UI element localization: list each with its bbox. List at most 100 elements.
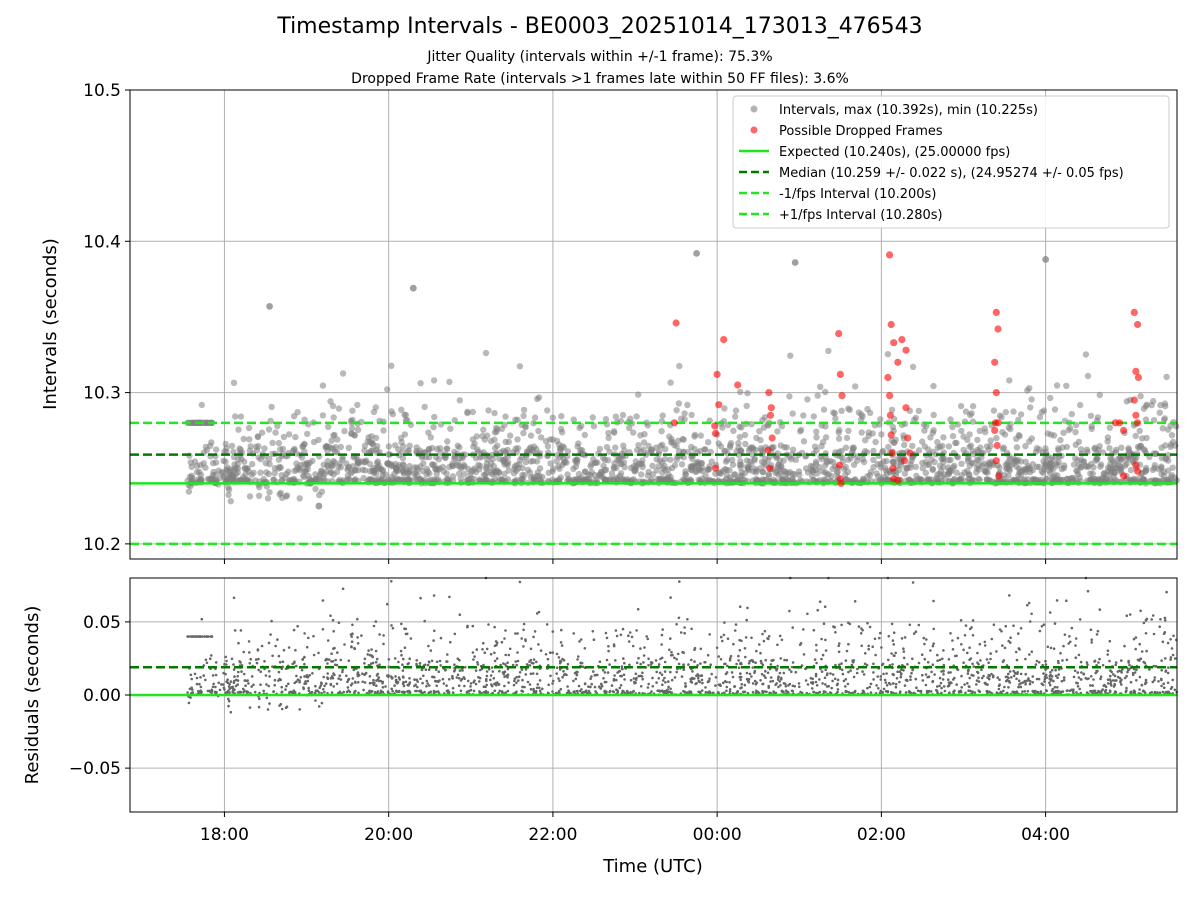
residual-point [325, 657, 328, 661]
residual-point [551, 682, 554, 685]
residual-point [345, 690, 349, 694]
interval-point [228, 442, 236, 450]
interval-point [449, 460, 456, 468]
residual-point [952, 678, 955, 681]
residual-point [458, 669, 462, 672]
interval-point [985, 446, 992, 454]
residual-point [881, 663, 884, 667]
residual-point [814, 680, 818, 684]
residual-point [914, 677, 918, 681]
residual-point [227, 704, 230, 708]
interval-point [323, 442, 330, 450]
residual-point [971, 619, 975, 622]
interval-point [1054, 462, 1061, 469]
interval-point [1001, 431, 1009, 438]
residual-point [471, 624, 475, 628]
interval-point [934, 438, 941, 446]
interval-point [765, 472, 772, 479]
residual-point [1060, 679, 1064, 683]
interval-point [982, 428, 989, 436]
residual-point [703, 660, 706, 664]
residual-point [495, 641, 499, 645]
interval-point [225, 484, 232, 491]
residual-point [700, 678, 704, 682]
interval-point [984, 462, 991, 469]
interval-point [341, 427, 348, 435]
residual-point [476, 661, 479, 664]
residual-point [1138, 675, 1142, 679]
residual-point [692, 677, 695, 680]
residual-point [853, 690, 857, 694]
residual-point [446, 653, 449, 656]
residual-point [824, 649, 828, 652]
residual-point [1062, 676, 1066, 679]
interval-point [620, 442, 627, 449]
dropped-frame-point [894, 476, 902, 484]
interval-point [325, 423, 332, 431]
residual-point [921, 673, 924, 677]
residual-point [265, 683, 268, 686]
residual-point [920, 653, 924, 656]
residual-point [706, 691, 710, 694]
residual-point [747, 678, 751, 681]
residual-point [557, 689, 561, 693]
residual-point [1160, 659, 1163, 662]
interval-point [1033, 445, 1041, 452]
interval-point [349, 416, 356, 424]
interval-point-extreme [791, 259, 799, 266]
residual-point [561, 675, 564, 679]
residual-point [812, 628, 816, 632]
residual-point [329, 677, 333, 680]
residual-point [728, 659, 732, 662]
residual-point [682, 663, 685, 666]
residual-point [1057, 668, 1061, 671]
residual-point [951, 648, 955, 651]
interval-point [878, 431, 885, 438]
residual-point [717, 691, 720, 694]
residual-point [763, 629, 767, 633]
residual-point [195, 682, 199, 686]
residual-point [472, 658, 475, 661]
residual-point [1108, 689, 1112, 693]
dropped-frame-point [887, 320, 895, 329]
residual-point [883, 678, 887, 682]
residual-point [391, 689, 394, 693]
interval-point [527, 432, 535, 439]
residual-point [400, 622, 403, 626]
interval-point [359, 466, 366, 473]
residual-point [1156, 691, 1159, 694]
residual-point [303, 632, 306, 635]
residual-point [999, 690, 1003, 694]
residual-point [402, 676, 405, 679]
interval-point [1007, 425, 1014, 433]
residual-point [746, 606, 749, 610]
residual-point [284, 688, 287, 691]
residual-point [936, 685, 939, 688]
residual-point [484, 685, 487, 689]
interval-point [335, 463, 342, 470]
residual-point [664, 690, 667, 694]
residual-point [877, 687, 880, 690]
interval-point [619, 411, 627, 419]
residual-point [520, 637, 523, 640]
residual-point [1007, 676, 1010, 680]
residual-point [680, 675, 684, 678]
residual-point [824, 668, 827, 672]
interval-point [949, 432, 957, 440]
residual-point [267, 670, 271, 673]
residual-point [356, 674, 360, 678]
residual-point [1018, 683, 1021, 686]
residual-point [605, 636, 609, 640]
residual-point [518, 580, 522, 584]
residual-point [307, 686, 311, 690]
residual-point [737, 659, 740, 662]
residual-point [299, 676, 303, 679]
residual-point [1095, 669, 1098, 673]
interval-point [884, 351, 892, 358]
residual-point [620, 665, 624, 668]
dropped-frame-point [1134, 320, 1142, 329]
residual-point [1158, 691, 1162, 694]
interval-point [697, 460, 705, 467]
interval-point [721, 465, 729, 473]
residual-point [1021, 690, 1024, 693]
